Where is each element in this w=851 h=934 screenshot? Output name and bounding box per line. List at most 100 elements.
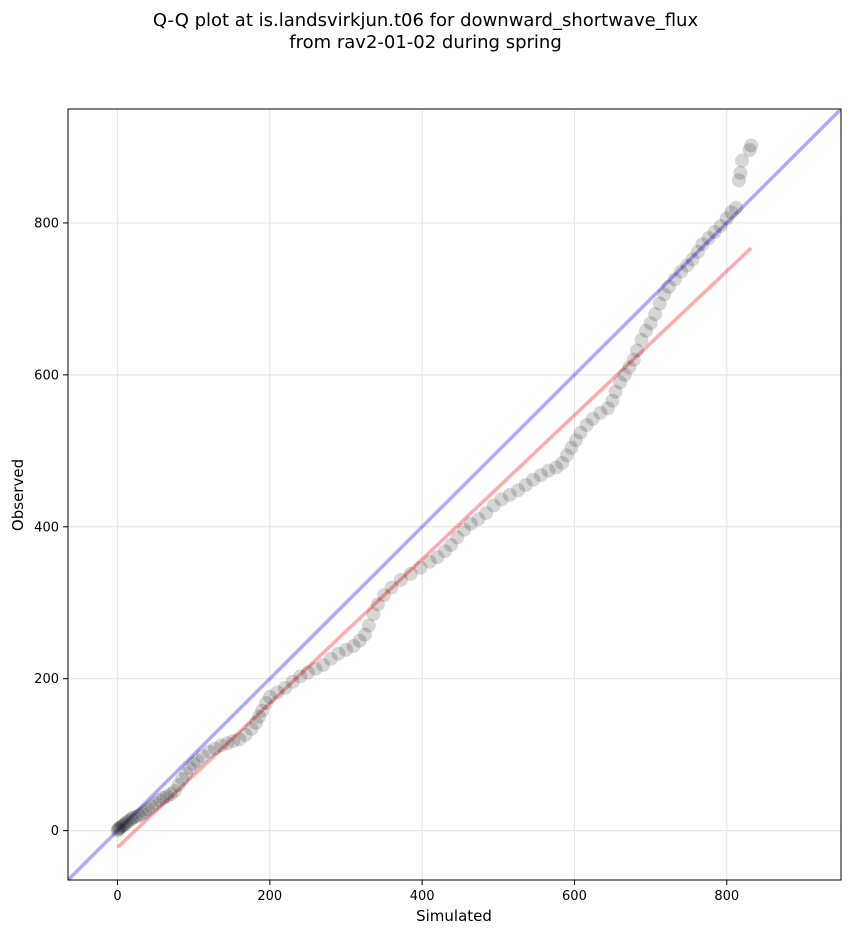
x-tick-label: 200: [257, 889, 282, 904]
data-point: [734, 153, 749, 168]
data-point: [648, 307, 663, 322]
data-point: [175, 771, 190, 786]
data-point: [148, 796, 163, 811]
data-point: [613, 375, 628, 390]
data-point: [152, 793, 167, 808]
data-point: [457, 522, 472, 537]
data-point: [338, 642, 353, 657]
data-point: [370, 597, 385, 612]
data-point: [437, 544, 452, 559]
data-point: [731, 173, 746, 188]
data-point: [300, 665, 315, 680]
data-point: [555, 455, 570, 470]
data-point: [622, 360, 637, 375]
data-point: [316, 658, 331, 673]
y-axis-label: Observed: [9, 459, 27, 531]
data-point: [559, 448, 574, 463]
grid: [68, 109, 841, 880]
data-point: [744, 138, 759, 153]
chart-title: Q-Q plot at is.landsvirkjun.t06 for down…: [0, 10, 851, 54]
data-point: [220, 736, 235, 751]
data-point: [430, 550, 445, 565]
data-point: [639, 323, 654, 338]
data-point: [486, 498, 501, 513]
plot-frame: [67, 108, 842, 881]
data-point: [163, 787, 178, 802]
data-point: [384, 580, 399, 595]
data-point: [116, 818, 131, 833]
y-tick-label: 0: [51, 824, 59, 839]
data-point: [579, 417, 594, 432]
data-point: [608, 384, 623, 399]
data-point: [119, 815, 134, 830]
y-tick-label: 800: [34, 216, 59, 231]
data-point: [262, 689, 277, 704]
data-point: [643, 316, 658, 331]
data-point: [573, 425, 588, 440]
data-point: [707, 225, 722, 240]
y-tick-label: 400: [34, 520, 59, 535]
data-point: [661, 279, 676, 294]
data-point: [121, 813, 136, 828]
data-point: [502, 487, 517, 502]
data-point: [259, 696, 274, 711]
data-point: [278, 680, 293, 695]
axis-ticks: 0 200 400 600 800 0 200 400 600 800: [34, 216, 739, 904]
data-point: [270, 685, 285, 700]
data-point: [564, 440, 579, 455]
lines: [68, 109, 841, 880]
data-point: [255, 703, 270, 718]
data-point: [724, 205, 739, 220]
data-point: [238, 727, 253, 742]
data-point: [207, 741, 222, 756]
data-point: [352, 633, 367, 648]
chart-title-line2: from rav2-01-02 during spring: [289, 32, 562, 53]
data-point: [494, 492, 509, 507]
y-tick-label: 200: [34, 672, 59, 687]
data-point: [358, 627, 373, 642]
data-point: [112, 821, 127, 836]
data-point: [733, 165, 748, 180]
data-point: [593, 405, 608, 420]
data-point: [131, 808, 146, 823]
data-point: [160, 789, 175, 804]
data-point: [444, 538, 459, 553]
data-point: [115, 819, 130, 834]
data-point: [140, 802, 155, 817]
data-point: [471, 512, 486, 527]
data-point: [110, 823, 125, 838]
data-point: [171, 778, 186, 793]
data-point: [403, 566, 418, 581]
data-point: [293, 669, 308, 684]
data-point: [111, 822, 126, 837]
data-point: [134, 806, 149, 821]
data-point: [214, 738, 229, 753]
data-point: [600, 401, 615, 416]
data-point: [629, 343, 644, 358]
data-point: [323, 651, 338, 666]
data-point: [533, 468, 548, 483]
data-point: [690, 244, 705, 259]
data-point: [463, 516, 478, 531]
data-point: [695, 237, 710, 252]
data-point: [244, 721, 259, 736]
data-point: [128, 809, 143, 824]
reference-line: [68, 109, 841, 880]
x-tick-label: 0: [113, 889, 121, 904]
data-point: [226, 733, 241, 748]
data-point: [450, 530, 465, 545]
x-axis-label: Simulated: [416, 907, 492, 925]
data-point: [518, 478, 533, 493]
data-point: [728, 200, 743, 215]
x-tick-label: 400: [410, 889, 435, 904]
chart-title-line1: Q-Q plot at is.landsvirkjun.t06 for down…: [152, 10, 699, 31]
x-tick-label: 600: [562, 889, 587, 904]
data-point: [346, 639, 361, 654]
data-point: [137, 804, 152, 819]
data-point: [479, 506, 494, 521]
data-point: [190, 753, 205, 768]
data-point: [179, 766, 194, 781]
data-point: [285, 674, 300, 689]
data-point: [124, 812, 139, 827]
x-tick-label: 800: [714, 889, 739, 904]
